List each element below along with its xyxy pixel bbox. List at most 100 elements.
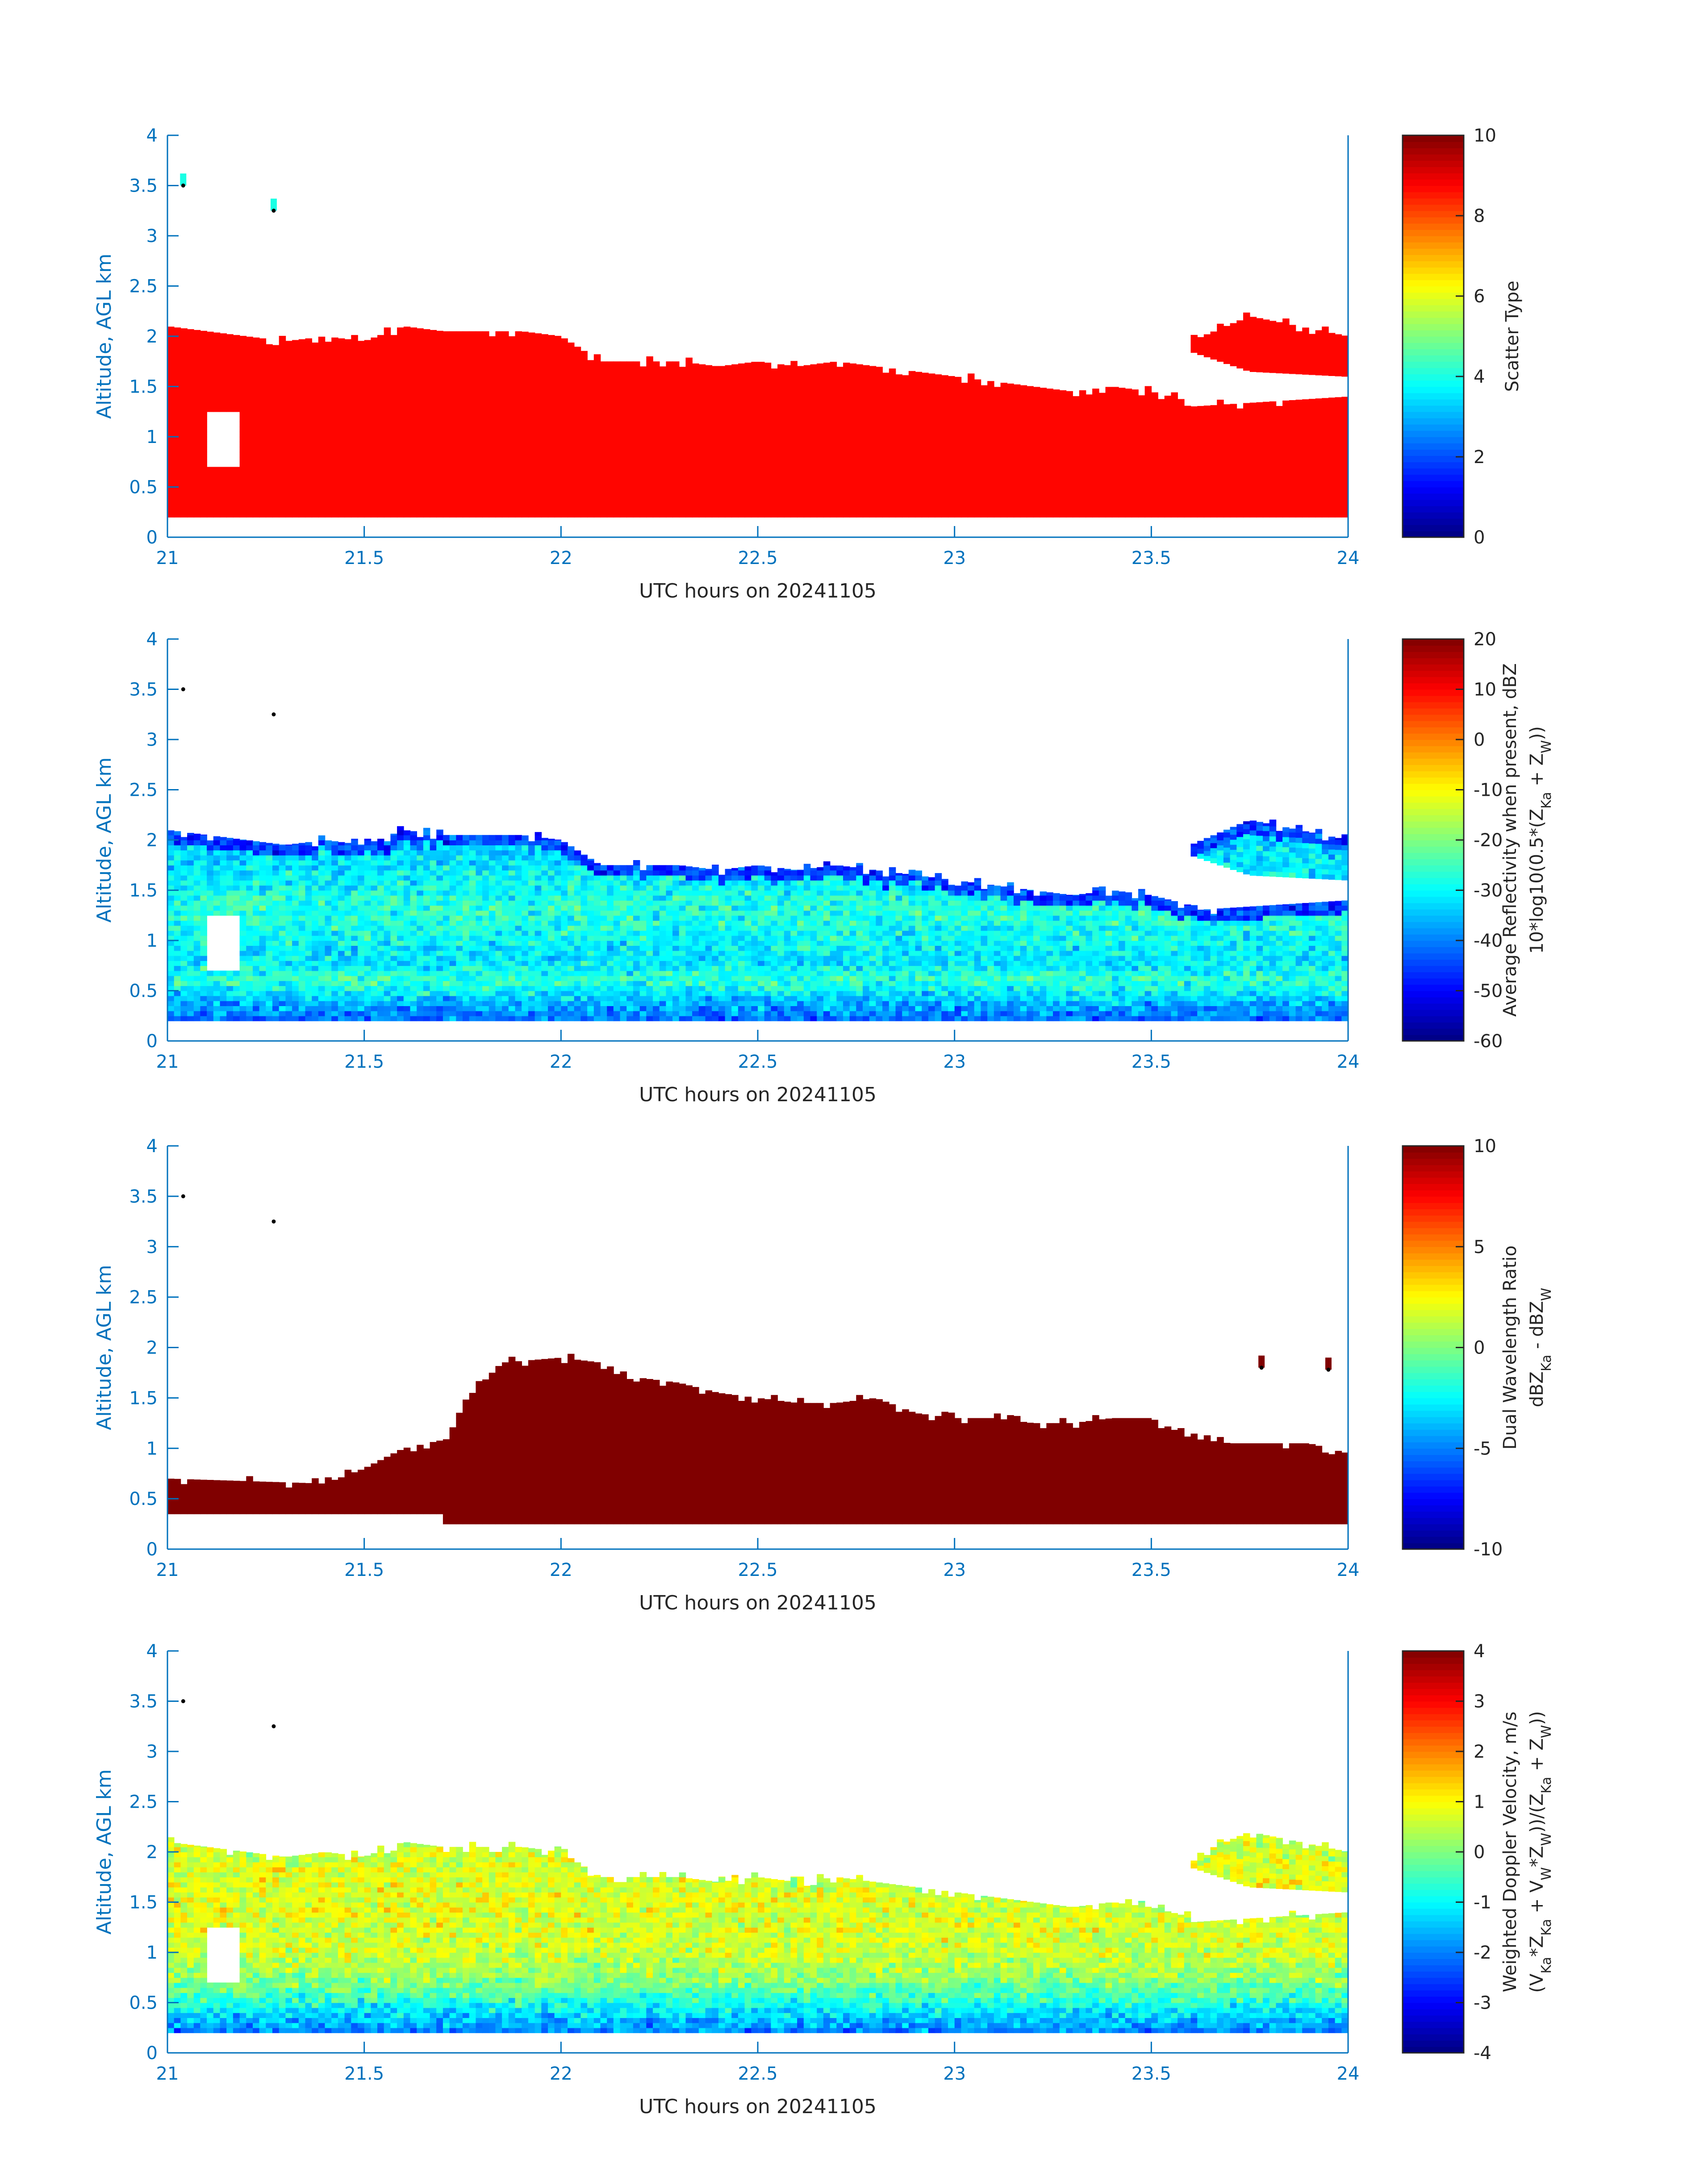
heatmap-cell <box>233 346 240 352</box>
heatmap-cell <box>200 497 207 502</box>
heatmap-cell <box>430 502 437 508</box>
heatmap-cell <box>882 512 889 518</box>
heatmap-cell <box>876 477 883 483</box>
heatmap-cell <box>718 497 726 502</box>
heatmap-cell <box>371 356 378 362</box>
heatmap-cell <box>436 376 443 382</box>
heatmap-cell <box>908 381 916 387</box>
heatmap-cell <box>285 467 292 472</box>
heatmap-cell <box>285 457 292 463</box>
heatmap-cell <box>1027 422 1034 427</box>
heatmap-cell <box>679 477 686 483</box>
heatmap-cell <box>1033 426 1040 432</box>
heatmap-cell <box>508 422 516 427</box>
heatmap-cell <box>928 447 935 452</box>
heatmap-cell <box>626 366 634 372</box>
heatmap-cell <box>1013 512 1021 518</box>
heatmap-cell <box>200 462 207 468</box>
heatmap-cell <box>941 422 948 427</box>
heatmap-cell <box>712 422 719 427</box>
heatmap-cell <box>449 381 457 387</box>
heatmap-cell <box>876 442 883 447</box>
heatmap-cell <box>259 401 267 407</box>
heatmap-cell <box>535 397 542 402</box>
heatmap-cell <box>482 401 489 407</box>
heatmap-cell <box>863 381 870 387</box>
heatmap-cell <box>843 366 850 372</box>
heatmap-cell <box>226 397 234 402</box>
heatmap-cell <box>358 386 365 392</box>
heatmap-cell <box>777 457 785 463</box>
heatmap-cell <box>593 507 601 513</box>
heatmap-cell <box>266 366 273 372</box>
heatmap-cell <box>338 371 345 377</box>
heatmap-cell <box>344 411 352 417</box>
heatmap-cell <box>463 477 470 483</box>
heatmap-cell <box>981 472 988 477</box>
heatmap-cell <box>725 462 732 468</box>
heatmap-cell <box>397 366 404 372</box>
heatmap-cell <box>698 482 706 488</box>
heatmap-cell <box>1000 411 1007 417</box>
heatmap-cell <box>895 472 902 477</box>
heatmap-cell <box>554 431 562 437</box>
heatmap-cell <box>1118 472 1126 477</box>
heatmap-cell <box>253 346 260 352</box>
heatmap-cell <box>515 397 522 402</box>
heatmap-cell <box>1000 492 1007 497</box>
heatmap-cell <box>449 361 457 367</box>
heatmap-cell <box>1040 502 1047 508</box>
heatmap-cell <box>856 371 863 377</box>
heatmap-cell <box>508 497 516 502</box>
heatmap-cell <box>253 447 260 452</box>
heatmap-cell <box>777 422 785 427</box>
heatmap-cell <box>554 397 562 402</box>
heatmap-cell <box>351 431 358 437</box>
heatmap-cell <box>856 426 863 432</box>
heatmap-cell <box>239 417 247 422</box>
heatmap-cell <box>692 502 699 508</box>
heatmap-cell <box>948 411 955 417</box>
heatmap-cell <box>423 492 430 497</box>
heatmap-cell <box>803 426 811 432</box>
heatmap-cell <box>797 442 804 447</box>
heatmap-cell <box>384 331 391 337</box>
heatmap-cell <box>522 507 529 513</box>
heatmap-cell <box>974 507 981 513</box>
heatmap-cell <box>371 351 378 357</box>
heatmap-cell <box>482 462 489 468</box>
heatmap-cell <box>823 482 831 488</box>
heatmap-cell <box>318 371 326 377</box>
heatmap-cell <box>1132 451 1139 457</box>
heatmap-cell <box>725 422 732 427</box>
heatmap-cell <box>1112 477 1119 483</box>
heatmap-cell <box>797 411 804 417</box>
heatmap-cell <box>298 437 306 442</box>
heatmap-cell <box>902 386 909 392</box>
heatmap-cell <box>1098 422 1106 427</box>
heatmap-cell <box>593 426 601 432</box>
heatmap-cell <box>279 426 286 432</box>
heatmap-cell <box>430 487 437 493</box>
heatmap-cell <box>803 512 811 518</box>
heatmap-cell <box>751 397 758 402</box>
heatmap-cell <box>298 339 306 342</box>
heatmap-cell <box>666 451 673 457</box>
heatmap-cell <box>351 492 358 497</box>
heatmap-cell <box>305 482 312 488</box>
heatmap-cell <box>679 442 686 447</box>
heatmap-cell <box>305 492 312 497</box>
heatmap-cell <box>948 376 955 382</box>
heatmap-cell <box>1105 422 1112 427</box>
heatmap-cell <box>653 447 660 452</box>
heatmap-cell <box>1073 472 1080 477</box>
heatmap-cell <box>548 462 555 468</box>
heatmap-cell <box>167 371 175 377</box>
heatmap-cell <box>1040 411 1047 417</box>
heatmap-cell <box>338 497 345 502</box>
heatmap-cell <box>443 426 450 432</box>
heatmap-cell <box>1086 457 1093 463</box>
heatmap-cell <box>318 422 326 427</box>
heatmap-cell <box>253 487 260 493</box>
heatmap-cell <box>541 451 548 457</box>
